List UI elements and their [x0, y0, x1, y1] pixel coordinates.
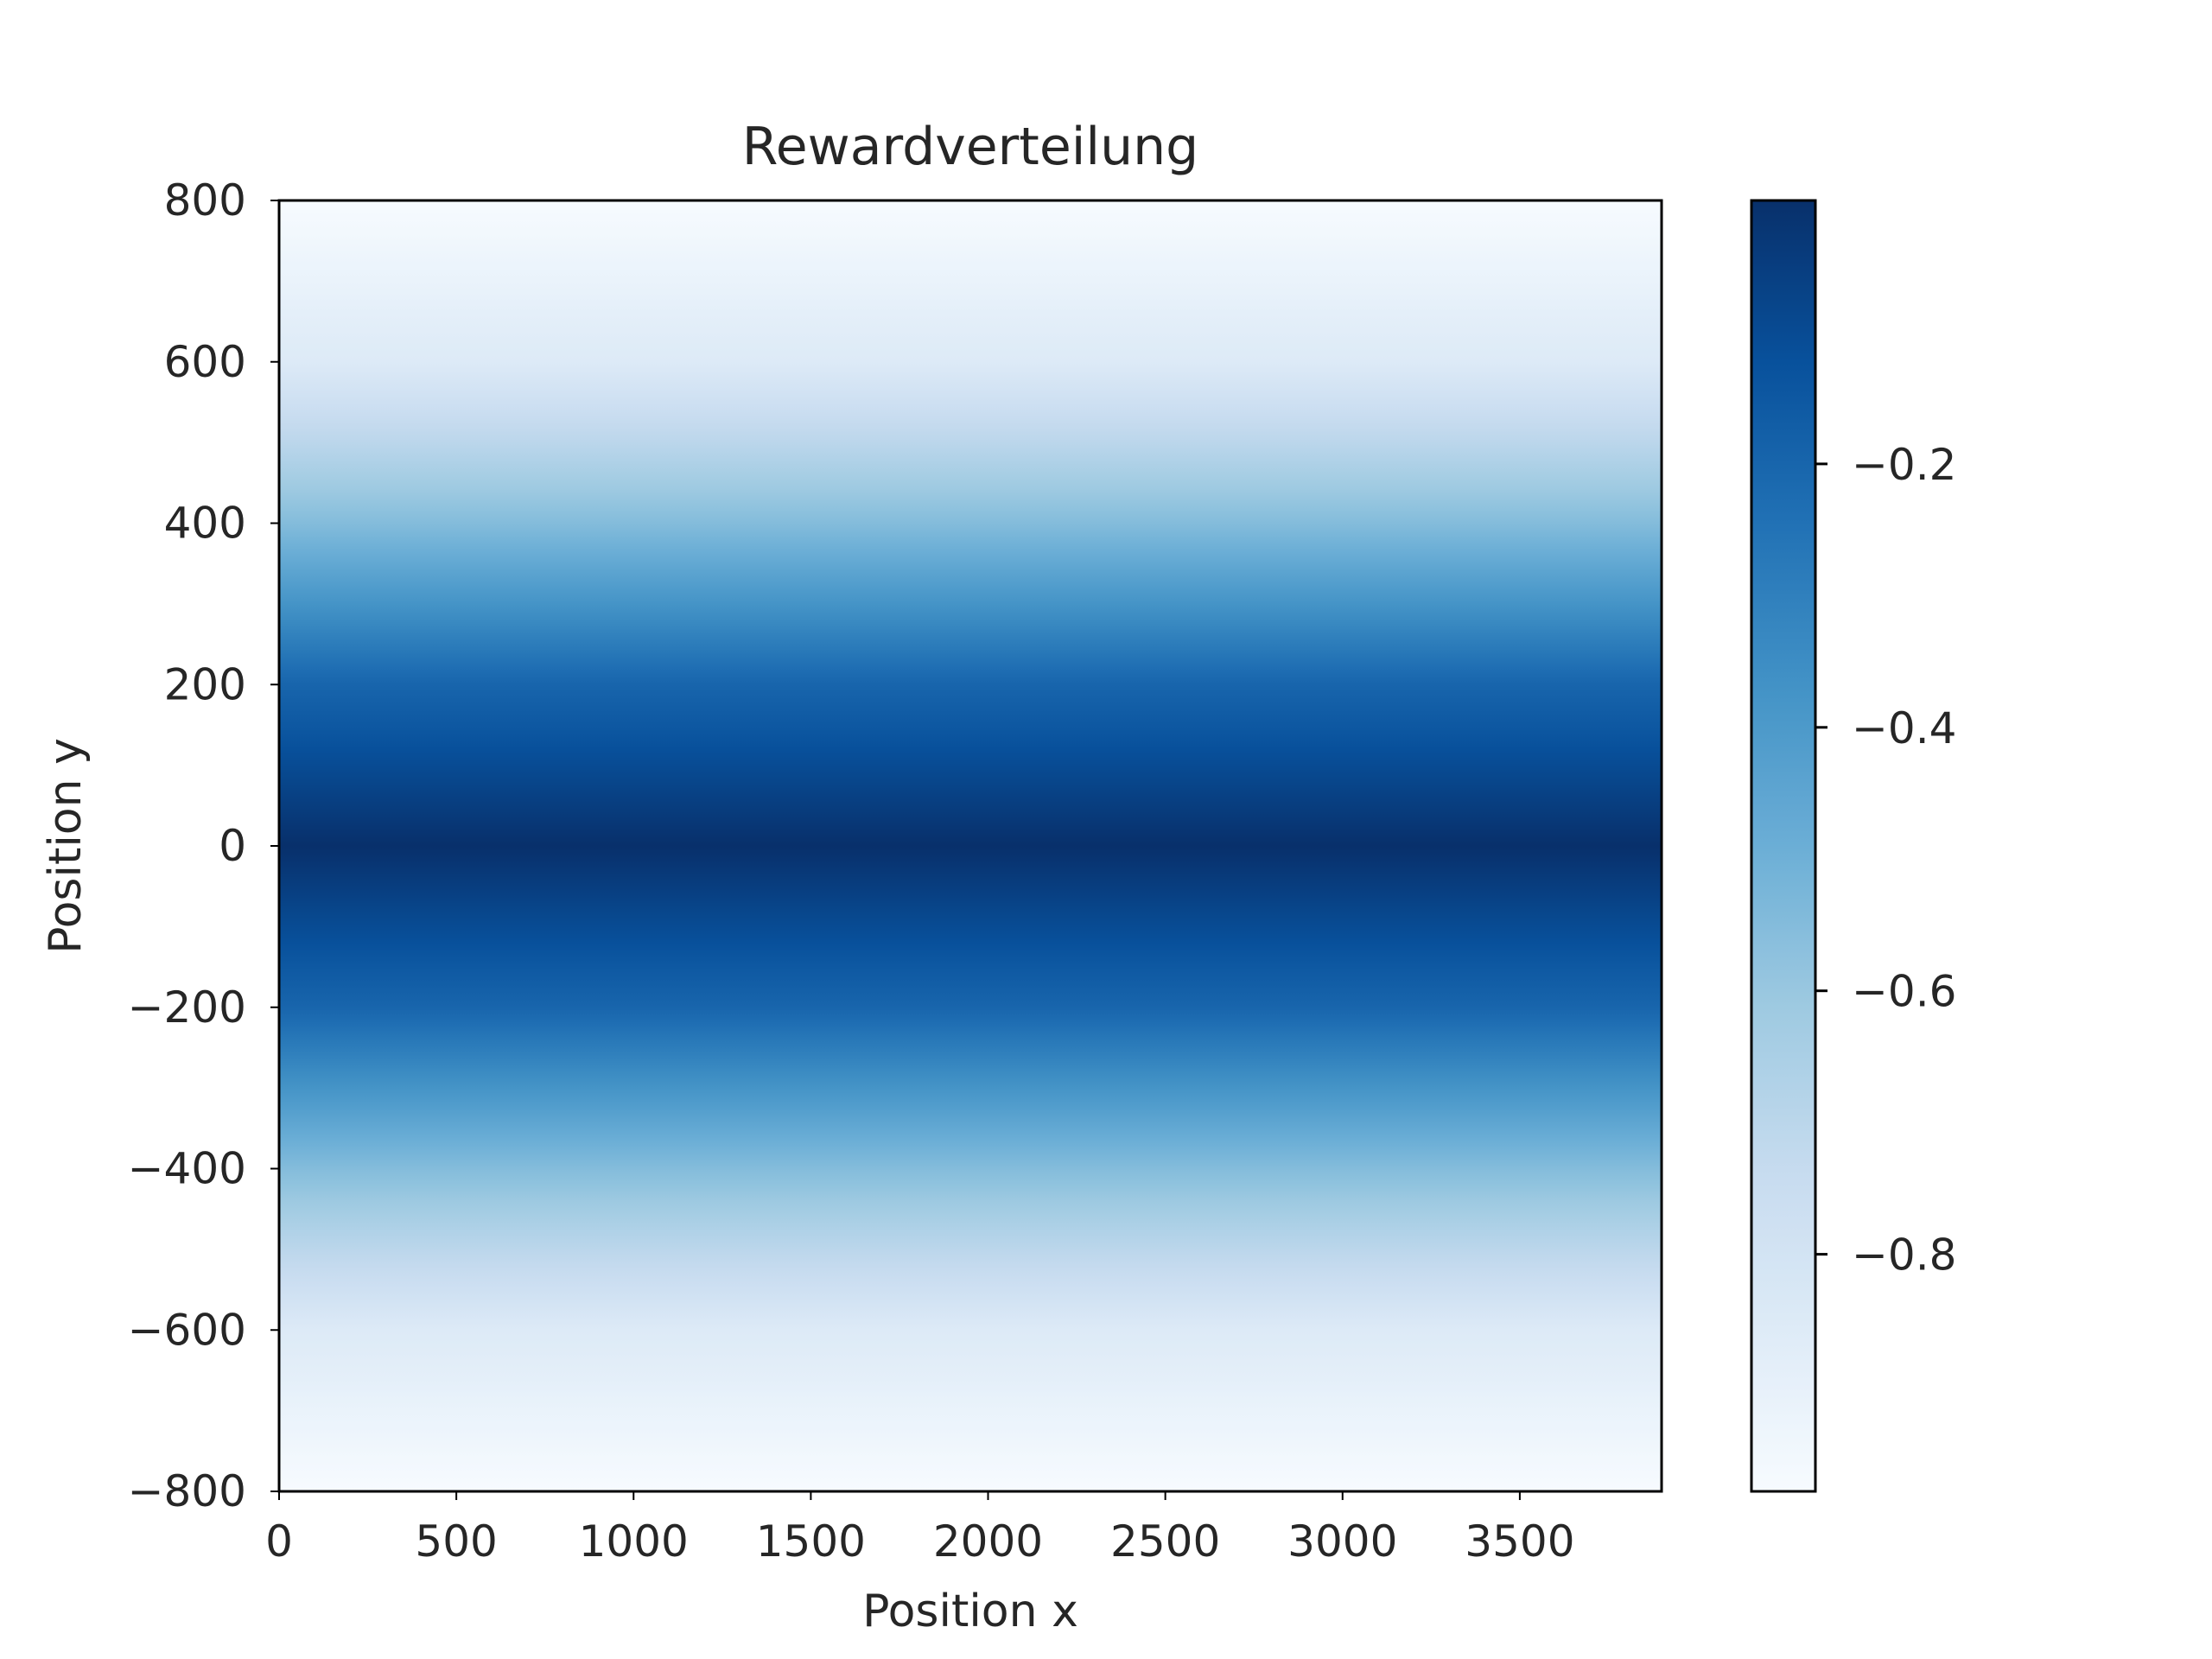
- x-axis: 0 500 1000 1500 2000 2500 3000 3500: [265, 1491, 1575, 1567]
- colorbar-axis: −0.2 −0.4 −0.6 −0.8: [1815, 440, 1956, 1281]
- colorbar-frame: [1750, 199, 1817, 1493]
- colorbar: [1751, 200, 1815, 1491]
- y-tick-label: 400: [164, 499, 246, 549]
- colorbar-tick-label: −0.6: [1852, 967, 1956, 1017]
- heatmap-area: [279, 200, 1662, 1491]
- colorbar-tick-label: −0.2: [1852, 440, 1956, 490]
- y-tick-label: 0: [219, 821, 246, 871]
- x-tick-label: 2000: [933, 1516, 1043, 1567]
- y-tick-label: 200: [164, 659, 246, 709]
- y-tick-label: −600: [128, 1305, 246, 1355]
- x-tick-label: 1500: [756, 1516, 866, 1567]
- x-tick-label: 500: [415, 1516, 497, 1567]
- x-tick-label: 3500: [1465, 1516, 1574, 1567]
- x-tick-label: 2500: [1110, 1516, 1220, 1567]
- x-axis-label: Position x: [862, 1586, 1078, 1637]
- y-tick-label: −800: [128, 1466, 246, 1516]
- x-tick-label: 0: [265, 1516, 293, 1567]
- colorbar-tick-label: −0.8: [1852, 1230, 1956, 1281]
- y-tick-label: −200: [128, 982, 246, 1033]
- x-tick-label: 1000: [579, 1516, 689, 1567]
- y-axis: 800 600 400 200 0 −200 −400 −600 −800: [128, 175, 279, 1516]
- y-tick-label: 800: [164, 175, 246, 226]
- y-tick-label: −400: [128, 1144, 246, 1194]
- y-axis-label: Position y: [40, 738, 92, 954]
- chart-title: Rewardverteilung: [742, 117, 1198, 177]
- x-tick-label: 3000: [1287, 1516, 1397, 1567]
- y-tick-label: 600: [164, 337, 246, 387]
- colorbar-tick-label: −0.4: [1852, 703, 1956, 753]
